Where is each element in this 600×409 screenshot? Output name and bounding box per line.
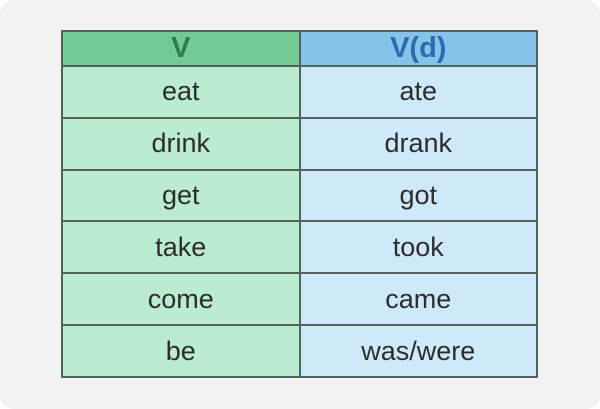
cell-base-form: be — [61, 324, 301, 378]
cell-base-form: drink — [61, 116, 301, 171]
cell-past-form: came — [298, 272, 538, 327]
table-row: eat ate — [61, 65, 538, 119]
cell-base-form: take — [61, 220, 301, 275]
table-row: get got — [61, 168, 538, 223]
header-row: V V(d) — [61, 30, 538, 67]
table-header: V V(d) — [61, 30, 538, 67]
irregular-verbs-table: V V(d) eat ate drink drank get got take took com… — [61, 30, 538, 378]
cell-past-form: drank — [298, 116, 538, 171]
cell-past-form: was/were — [298, 324, 538, 378]
cell-base-form: get — [61, 168, 301, 223]
table-body: eat ate drink drank get got take took come came be… — [61, 65, 538, 378]
cell-past-form: ate — [298, 65, 538, 119]
table-row: drink drank — [61, 116, 538, 171]
table-row: come came — [61, 272, 538, 327]
column-header-v: V — [61, 30, 301, 67]
table-row: be was/were — [61, 324, 538, 378]
cell-base-form: come — [61, 272, 301, 327]
table-row: take took — [61, 220, 538, 275]
cell-base-form: eat — [61, 65, 301, 119]
cell-past-form: took — [298, 220, 538, 275]
column-header-vd: V(d) — [298, 30, 538, 67]
cell-past-form: got — [298, 168, 538, 223]
